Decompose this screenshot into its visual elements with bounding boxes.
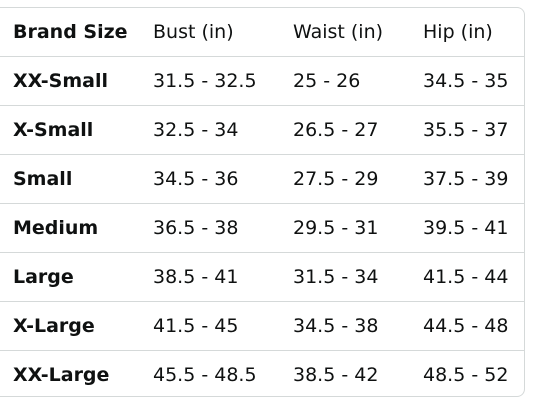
table-row: XX-Large 45.5 - 48.5 38.5 - 42 48.5 - 52 [0, 351, 524, 396]
table-row: Large 38.5 - 41 31.5 - 34 41.5 - 44 [0, 253, 524, 302]
bust-cell: 36.5 - 38 [153, 217, 239, 239]
hip-cell: 37.5 - 39 [423, 168, 509, 190]
size-cell: Small [13, 168, 73, 190]
size-cell: X-Large [13, 315, 95, 337]
hip-cell: 34.5 - 35 [423, 70, 509, 92]
table-row: XX-Small 31.5 - 32.5 25 - 26 34.5 - 35 [0, 57, 524, 106]
table-row: Small 34.5 - 36 27.5 - 29 37.5 - 39 [0, 155, 524, 204]
table-header-row: Brand Size Bust (in) Waist (in) Hip (in) [0, 8, 524, 57]
waist-cell: 25 - 26 [293, 70, 361, 92]
waist-cell: 31.5 - 34 [293, 266, 379, 288]
bust-cell: 38.5 - 41 [153, 266, 239, 288]
bust-cell: 32.5 - 34 [153, 119, 239, 141]
bust-cell: 41.5 - 45 [153, 315, 239, 337]
waist-cell: 27.5 - 29 [293, 168, 379, 190]
size-cell: X-Small [13, 119, 94, 141]
header-bust: Bust (in) [153, 21, 234, 43]
waist-cell: 26.5 - 27 [293, 119, 379, 141]
hip-cell: 44.5 - 48 [423, 315, 509, 337]
waist-cell: 34.5 - 38 [293, 315, 379, 337]
bust-cell: 31.5 - 32.5 [153, 70, 257, 92]
size-cell: XX-Small [13, 70, 108, 92]
waist-cell: 29.5 - 31 [293, 217, 379, 239]
size-cell: Large [13, 266, 74, 288]
table-row: Medium 36.5 - 38 29.5 - 31 39.5 - 41 [0, 204, 524, 253]
size-chart-table: Brand Size Bust (in) Waist (in) Hip (in)… [0, 7, 525, 397]
header-brand-size: Brand Size [13, 21, 128, 43]
table-row: X-Large 41.5 - 45 34.5 - 38 44.5 - 48 [0, 302, 524, 351]
header-waist: Waist (in) [293, 21, 384, 43]
bust-cell: 45.5 - 48.5 [153, 363, 257, 386]
hip-cell: 41.5 - 44 [423, 266, 509, 288]
hip-cell: 39.5 - 41 [423, 217, 509, 239]
size-cell: XX-Large [13, 363, 110, 386]
size-cell: Medium [13, 217, 99, 239]
hip-cell: 35.5 - 37 [423, 119, 509, 141]
table-row: X-Small 32.5 - 34 26.5 - 27 35.5 - 37 [0, 106, 524, 155]
waist-cell: 38.5 - 42 [293, 363, 379, 386]
header-hip: Hip (in) [423, 21, 493, 43]
hip-cell: 48.5 - 52 [423, 363, 509, 386]
bust-cell: 34.5 - 36 [153, 168, 239, 190]
